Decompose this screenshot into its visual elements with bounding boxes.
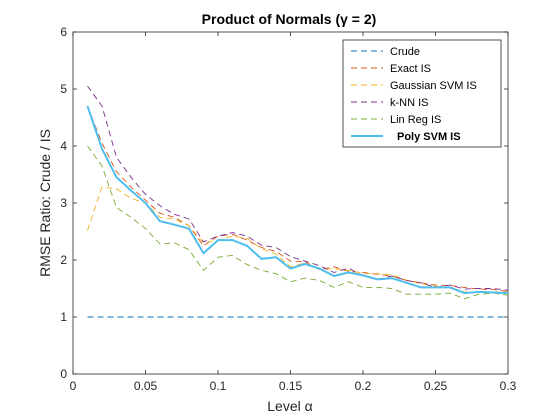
- x-tick-label: 0.1: [210, 379, 227, 393]
- legend-label-k-nn-is: k-NN IS: [390, 97, 429, 109]
- x-tick-label: 0.05: [134, 379, 158, 393]
- x-tick-label: 0.3: [500, 379, 517, 393]
- y-tick-label: 2: [60, 253, 67, 267]
- x-tick-label: 0.2: [355, 379, 372, 393]
- legend-box: [342, 39, 502, 148]
- y-tick-label: 0: [60, 367, 67, 381]
- x-axis-label: Level α: [267, 398, 312, 414]
- series-line-lin-reg-is: [87, 145, 509, 300]
- y-tick-label: 6: [60, 25, 67, 39]
- y-tick-label: 5: [60, 82, 67, 96]
- chart-title: Product of Normals (γ = 2): [202, 11, 377, 27]
- legend-label-gaussian-svm-is: Gaussian SVM IS: [390, 80, 477, 92]
- legend-label-poly-svm-is: Poly SVM IS: [397, 131, 461, 143]
- legend-label-lin-reg-is: Lin Reg IS: [390, 114, 441, 126]
- legend-label-exact-is: Exact IS: [390, 63, 431, 75]
- y-tick-label: 4: [60, 139, 67, 153]
- legend-label-crude: Crude: [390, 46, 420, 58]
- x-tick-label: 0.25: [424, 379, 448, 393]
- y-axis-label: RMSE Ratio: Crude / IS: [37, 129, 53, 277]
- series-group: [86, 85, 509, 318]
- x-tick-label: 0: [70, 379, 77, 393]
- legend: Crude Exact IS Gaussian SVM IS k-NN IS Lin R…: [342, 39, 502, 148]
- axis-ticks: 0 0.05 0.1 0.15 0.2 0.25 0.3 0 1 2 3 4 5 6: [60, 25, 516, 393]
- y-tick-label: 1: [60, 310, 67, 324]
- series-line-poly-svm-is: [86, 105, 509, 295]
- y-tick-label: 3: [60, 196, 67, 210]
- series-line-exact-is: [87, 105, 509, 292]
- x-tick-label: 0.15: [279, 379, 303, 393]
